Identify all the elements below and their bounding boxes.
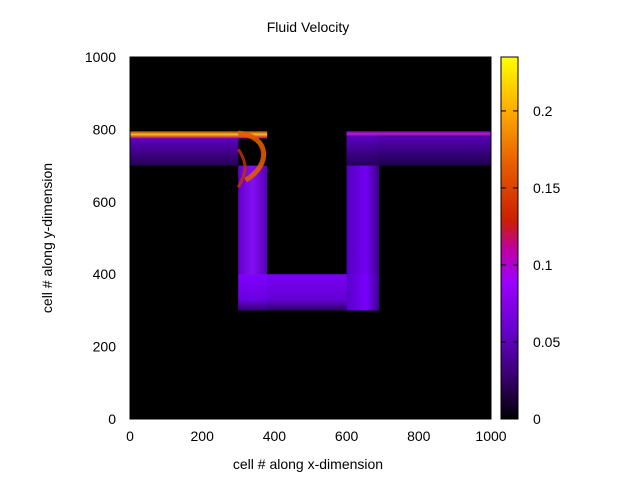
colorbar-tick-label: 0.1 xyxy=(533,257,553,273)
colorbar-tick-label: 0 xyxy=(533,411,541,427)
x-tick-label: 800 xyxy=(407,428,431,444)
x-tick-label: 1000 xyxy=(475,428,506,444)
jet-curl xyxy=(237,130,267,183)
y-axis-label: cell # along y-dimension xyxy=(39,163,55,313)
heatmap-background xyxy=(130,57,491,419)
y-tick-label: 200 xyxy=(93,339,117,355)
x-tick-label: 0 xyxy=(126,428,134,444)
colorbar-tick-label: 0.2 xyxy=(533,103,553,119)
velocity-regions xyxy=(130,130,491,311)
x-tick-label: 200 xyxy=(191,428,215,444)
x-axis-label: cell # along x-dimension xyxy=(233,456,383,472)
region-right-channel xyxy=(346,136,491,166)
colorbar-tick-label: 0.05 xyxy=(533,334,560,350)
x-tick-label: 400 xyxy=(263,428,287,444)
region-inlet-jet xyxy=(130,131,268,139)
y-tick-label: 1000 xyxy=(85,49,116,65)
y-tick-label: 400 xyxy=(93,266,117,282)
jet-curl-inner xyxy=(236,148,247,188)
y-tick-label: 800 xyxy=(93,121,117,137)
x-tick-label: 600 xyxy=(335,428,359,444)
x-axis-ticks: 0 200 400 600 800 1000 xyxy=(126,57,507,444)
colorbar xyxy=(500,56,519,420)
y-tick-label: 0 xyxy=(108,411,116,427)
chart-title: Fluid Velocity xyxy=(267,19,349,35)
plot-frame xyxy=(129,56,492,420)
y-tick-label: 600 xyxy=(93,194,117,210)
heatmap-plot-area xyxy=(130,57,491,419)
colorbar-ticks: 0 0.05 0.1 0.15 0.2 xyxy=(501,103,560,427)
region-outlet-stream xyxy=(346,131,491,137)
y-axis-ticks: 0 200 400 600 800 1000 xyxy=(85,49,491,427)
region-left-channel xyxy=(130,138,239,166)
colorbar-tick-label: 0.15 xyxy=(533,180,560,196)
